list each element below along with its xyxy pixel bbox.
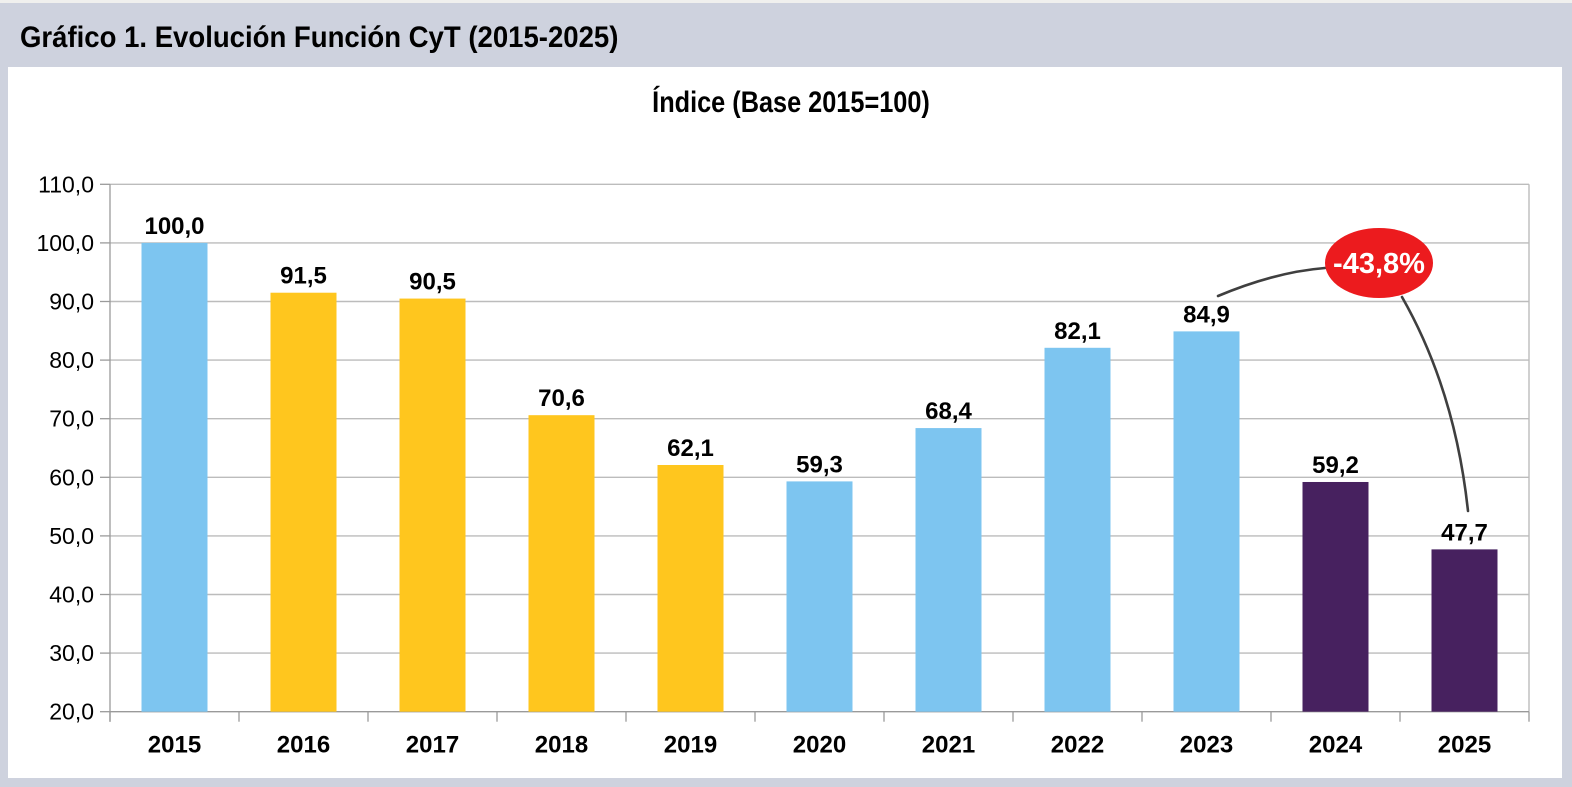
bar-value-label: 70,6	[538, 385, 585, 412]
bar-2016	[270, 292, 337, 712]
y-tick-label: 80,0	[49, 347, 94, 373]
bar-value-label: 59,2	[1312, 452, 1359, 479]
y-tick-label: 60,0	[49, 464, 94, 490]
x-category-label: 2019	[664, 732, 717, 759]
x-category-label: 2023	[1180, 732, 1233, 759]
bar-value-label: 84,9	[1183, 301, 1230, 328]
y-tick-label: 50,0	[49, 523, 94, 549]
x-category-label: 2025	[1438, 732, 1491, 759]
x-category-label: 2016	[277, 732, 330, 759]
bar-2020	[786, 481, 853, 712]
bar-2024	[1302, 481, 1369, 712]
bar-2015	[141, 242, 208, 712]
bar-2019	[657, 464, 724, 712]
y-tick-label: 100,0	[36, 230, 94, 256]
y-tick-label: 90,0	[49, 289, 94, 315]
x-category-label: 2017	[406, 732, 459, 759]
bar-2023	[1173, 331, 1240, 712]
bar-2017	[399, 298, 466, 712]
annotation-label: -43,8%	[1333, 248, 1425, 280]
bar-2021	[915, 428, 982, 712]
bar-value-label: 100,0	[144, 213, 204, 240]
x-category-label: 2022	[1051, 732, 1104, 759]
x-category-label: 2015	[148, 732, 201, 759]
page-title: Gráfico 1. Evolución Función CyT (2015-2…	[20, 21, 619, 54]
annotation-ellipse	[1325, 228, 1433, 298]
x-category-label: 2024	[1309, 732, 1363, 759]
y-tick-label: 30,0	[49, 640, 94, 666]
bar-value-label: 68,4	[925, 398, 972, 425]
annotation-connector-to-2025	[1400, 295, 1470, 513]
bar-value-label: 47,7	[1441, 519, 1488, 546]
bar-value-label: 82,1	[1054, 318, 1101, 345]
bar-2018	[528, 415, 595, 712]
y-tick-label: 40,0	[49, 582, 94, 608]
x-category-label: 2021	[922, 732, 975, 759]
annotation-connector-from-2023	[1216, 266, 1327, 298]
y-tick-label: 70,0	[49, 406, 94, 432]
y-tick-label: 110,0	[38, 171, 94, 197]
x-category-label: 2020	[793, 732, 846, 759]
y-tick-label: 20,0	[49, 699, 94, 725]
bar-value-label: 90,5	[409, 269, 456, 296]
bar-value-label: 59,3	[796, 451, 843, 478]
bar-value-label: 62,1	[667, 435, 714, 462]
bar-2022	[1044, 347, 1111, 712]
x-category-label: 2018	[535, 732, 588, 759]
bar-2025	[1431, 549, 1498, 712]
chart-title: Índice (Base 2015=100)	[652, 86, 930, 119]
top-edge-strip	[0, 0, 1572, 3]
bar-value-label: 91,5	[280, 263, 327, 290]
